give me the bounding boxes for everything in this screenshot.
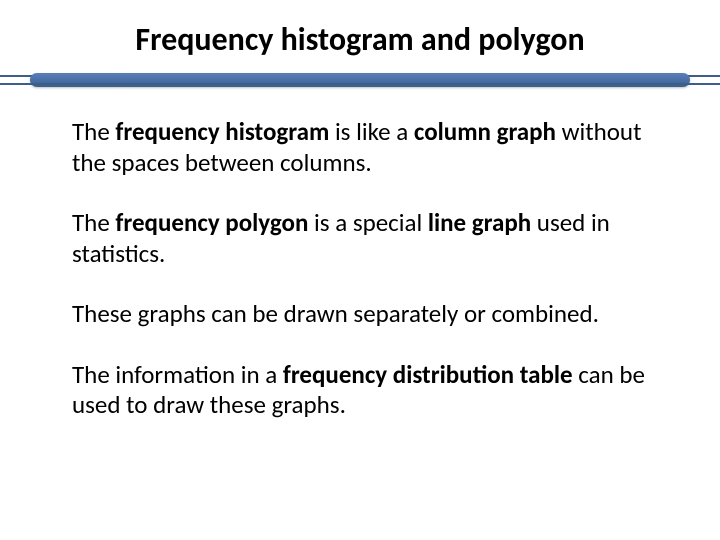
bold-run: frequency polygon xyxy=(115,207,308,238)
bold-run: column graph xyxy=(414,116,556,147)
paragraph-4: The information in a frequency distribut… xyxy=(72,360,648,421)
bold-run: line graph xyxy=(428,207,531,238)
text-run: The information in a xyxy=(72,359,283,390)
text-run: The xyxy=(72,116,115,147)
text-run: These graphs can be drawn separately or … xyxy=(72,298,599,329)
text-run: The xyxy=(72,207,115,238)
title-divider xyxy=(0,71,720,89)
paragraph-1: The frequency histogram is like a column… xyxy=(72,117,648,178)
divider-line-bottom xyxy=(0,83,720,85)
content-area: The frequency histogram is like a column… xyxy=(0,117,720,421)
paragraph-3: These graphs can be drawn separately or … xyxy=(72,299,648,330)
text-run: is like a xyxy=(329,116,414,147)
bold-run: frequency histogram xyxy=(115,116,329,147)
bold-run: frequency distribution table xyxy=(283,359,573,390)
paragraph-2: The frequency polygon is a special line … xyxy=(72,208,648,269)
text-run: is a special xyxy=(308,207,427,238)
page-title: Frequency histogram and polygon xyxy=(0,0,720,71)
